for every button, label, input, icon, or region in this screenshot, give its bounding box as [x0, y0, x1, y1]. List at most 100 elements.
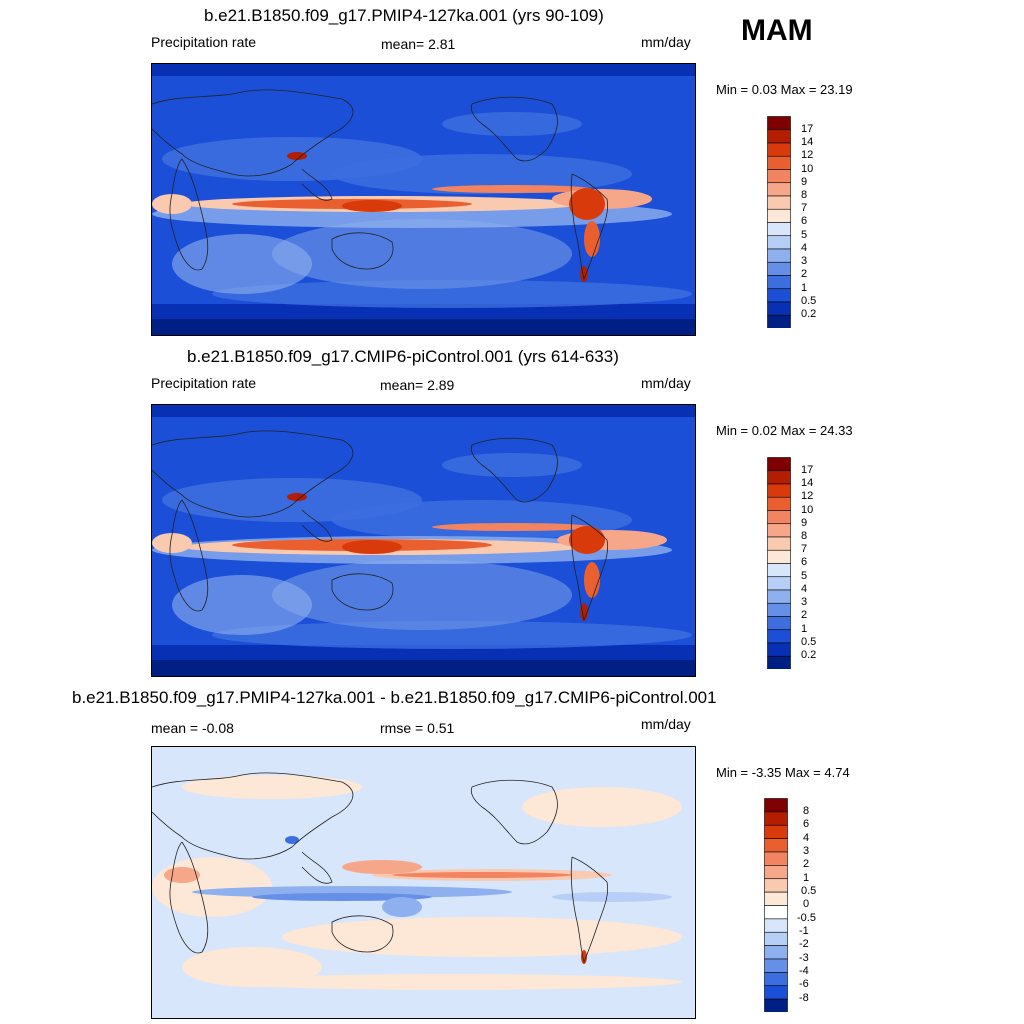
colorbar-swatch	[767, 208, 791, 223]
colorbar-swatch	[767, 275, 791, 290]
panel3-colorbar-label: 1	[803, 872, 810, 884]
panel2-colorbar-label: 4	[801, 583, 808, 595]
panel1-variable-label: Precipitation rate	[151, 34, 257, 50]
panel1-colorbar	[767, 116, 791, 328]
panel2-colorbar-label: 3	[801, 596, 808, 608]
panel3-colorbar-label: 6	[803, 818, 810, 830]
colorbar-swatch	[764, 878, 788, 893]
panel1-colorbar-label: 9	[801, 176, 808, 188]
colorbar-swatch	[767, 549, 791, 564]
panel1-colorbar-label: 1	[801, 282, 808, 294]
panel1-colorbar-label: 6	[801, 215, 808, 227]
panel3-colorbar-label: 0	[803, 898, 810, 910]
panel1-colorbar-label: 5	[801, 229, 808, 241]
panel2-colorbar	[767, 457, 791, 669]
panel1-colorbar-label: 7	[801, 202, 808, 214]
panel1-colorbar-label: 14	[801, 136, 814, 148]
panel1-colorbar-label: 10	[801, 163, 814, 175]
panel3-mean-label: mean = -0.08	[151, 720, 234, 736]
panel2-colorbar-label: 5	[801, 570, 808, 582]
panel3-colorbar-label: -8	[799, 992, 809, 1004]
panel2-colorbar-label: 2	[801, 609, 808, 621]
colorbar-swatch	[764, 945, 788, 960]
season-label: MAM	[741, 14, 813, 47]
panel3-colorbar-labels: 8 6 4 3 2 1 0.5 0 -0.5 -1 -2 -3 -4 -6 -8	[797, 798, 838, 1012]
colorbar-swatch	[767, 496, 791, 511]
colorbar-swatch	[767, 457, 791, 472]
panel2-colorbar-label: 14	[801, 477, 814, 489]
panel3-title: b.e21.B1850.f09_g17.PMIP4-127ka.001 - b.…	[72, 688, 717, 707]
colorbar-swatch	[767, 248, 791, 263]
colorbar-swatch	[764, 905, 788, 920]
colorbar-swatch	[767, 169, 791, 184]
colorbar-swatch	[767, 563, 791, 578]
panel2-minmax-label: Min = 0.02 Max = 24.33	[716, 423, 853, 438]
panel2-variable-label: Precipitation rate	[151, 375, 257, 391]
panel1-minmax-label: Min = 0.03 Max = 23.19	[716, 82, 853, 97]
colorbar-swatch	[764, 851, 788, 866]
colorbar-swatch	[767, 288, 791, 303]
panel3-difference-map	[151, 746, 696, 1019]
colorbar-swatch	[767, 314, 791, 328]
colorbar-swatch	[767, 483, 791, 498]
panel2-colorbar-label: 6	[801, 556, 808, 568]
colorbar-swatch	[767, 222, 791, 237]
colorbar-swatch	[767, 629, 791, 644]
panel1-colorbar-label: 8	[801, 189, 808, 201]
panel1-colorbar-label: 2	[801, 268, 808, 280]
panel2-colorbar-labels: 17 14 12 10 9 8 7 6 5 4 3 2 1 0.5 0.2	[801, 457, 841, 669]
colorbar-swatch	[767, 261, 791, 276]
colorbar-swatch	[764, 798, 788, 813]
colorbar-swatch	[767, 155, 791, 170]
panel1-colorbar-label: 4	[801, 242, 808, 254]
colorbar-swatch	[767, 616, 791, 631]
panel1-precip-map	[151, 63, 696, 336]
colorbar-swatch	[767, 142, 791, 157]
panel3-colorbar-label: -0.5	[797, 912, 816, 924]
panel3-minmax-label: Min = -3.35 Max = 4.74	[716, 765, 850, 780]
colorbar-swatch	[764, 958, 788, 973]
colorbar-swatch	[764, 972, 788, 987]
colorbar-swatch	[767, 523, 791, 538]
panel3-colorbar-label: 0.5	[801, 885, 817, 897]
panel2-colorbar-label: 7	[801, 543, 808, 555]
panel1-colorbar-labels: 17 14 12 10 9 8 7 6 5 4 3 2 1 0.5 0.2	[801, 116, 841, 328]
colorbar-swatch	[767, 470, 791, 485]
panel1-colorbar-label: 0.2	[801, 308, 817, 320]
colorbar-swatch	[764, 998, 788, 1012]
colorbar-swatch	[767, 235, 791, 250]
panel2-precip-map	[151, 404, 696, 677]
panel3-rmse-label: rmse = 0.51	[380, 720, 455, 736]
panel1-units-label: mm/day	[641, 34, 691, 50]
panel2-colorbar-label: 10	[801, 504, 814, 516]
panel3-colorbar-label: -6	[799, 978, 809, 990]
panel3-colorbar-label: -1	[799, 925, 809, 937]
panel3-colorbar	[764, 798, 788, 1012]
panel2-colorbar-label: 12	[801, 490, 814, 502]
panel3-units-label: mm/day	[641, 716, 691, 732]
colorbar-swatch	[767, 301, 791, 316]
colorbar-swatch	[764, 931, 788, 946]
colorbar-swatch	[767, 602, 791, 617]
panel1-colorbar-label: 3	[801, 255, 808, 267]
colorbar-swatch	[764, 838, 788, 853]
panel2-title: b.e21.B1850.f09_g17.CMIP6-piControl.001 …	[187, 347, 619, 366]
panel3-colorbar-label: 3	[803, 845, 810, 857]
panel1-mean-label: mean= 2.81	[381, 36, 456, 52]
colorbar-swatch	[764, 811, 788, 826]
colorbar-swatch	[767, 536, 791, 551]
panel2-colorbar-label: 17	[801, 464, 814, 476]
panel3-colorbar-label: -4	[799, 965, 809, 977]
panel2-units-label: mm/day	[641, 375, 691, 391]
colorbar-swatch	[767, 589, 791, 604]
colorbar-swatch	[764, 918, 788, 933]
colorbar-swatch	[767, 116, 791, 131]
colorbar-swatch	[767, 195, 791, 210]
panel1-colorbar-label: 12	[801, 149, 814, 161]
colorbar-swatch	[764, 865, 788, 880]
panel2-colorbar-label: 0.5	[801, 636, 817, 648]
colorbar-swatch	[767, 655, 791, 669]
colorbar-swatch	[767, 510, 791, 525]
colorbar-swatch	[764, 824, 788, 839]
colorbar-swatch	[767, 129, 791, 144]
